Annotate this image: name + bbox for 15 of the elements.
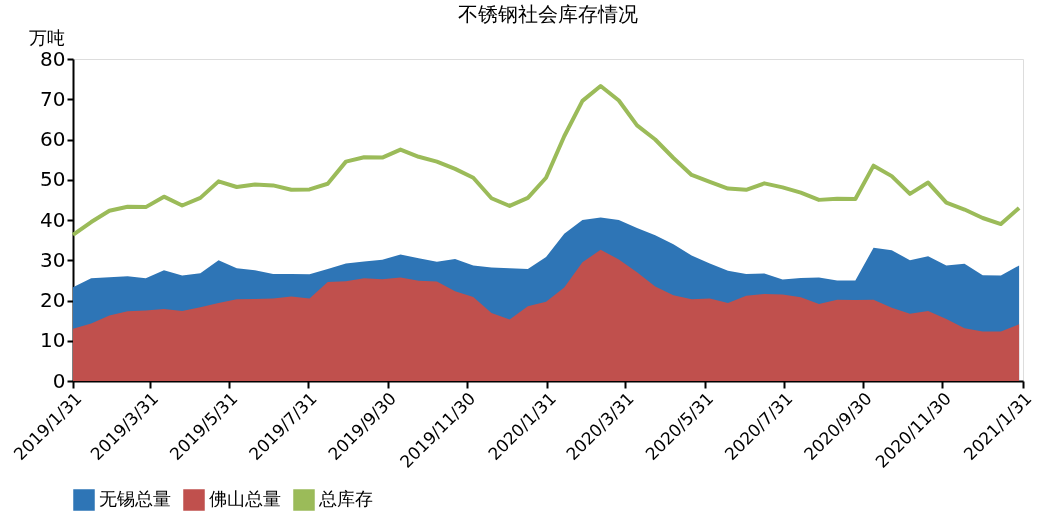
y-tick-label: 10 bbox=[40, 328, 66, 353]
y-tick-label: 60 bbox=[40, 127, 66, 151]
legend-label: 总库存 bbox=[318, 488, 373, 509]
legend-label: 佛山总量 bbox=[209, 488, 281, 509]
y-tick-label: 20 bbox=[40, 288, 66, 312]
y-tick-label: 30 bbox=[40, 247, 66, 272]
y-tick-label: 80 bbox=[40, 46, 66, 71]
y-tick-label: 0 bbox=[52, 368, 66, 393]
chart-title: 不锈钢社会库存情况 bbox=[458, 2, 638, 26]
line-series bbox=[71, 83, 1022, 237]
y-tick-label: 50 bbox=[40, 167, 66, 192]
y-axis-title: 万吨 bbox=[28, 26, 65, 48]
y-tick-label: 40 bbox=[40, 207, 66, 232]
y-tick-label: 70 bbox=[40, 86, 66, 111]
legend-label: 无锡总量 bbox=[99, 488, 171, 509]
